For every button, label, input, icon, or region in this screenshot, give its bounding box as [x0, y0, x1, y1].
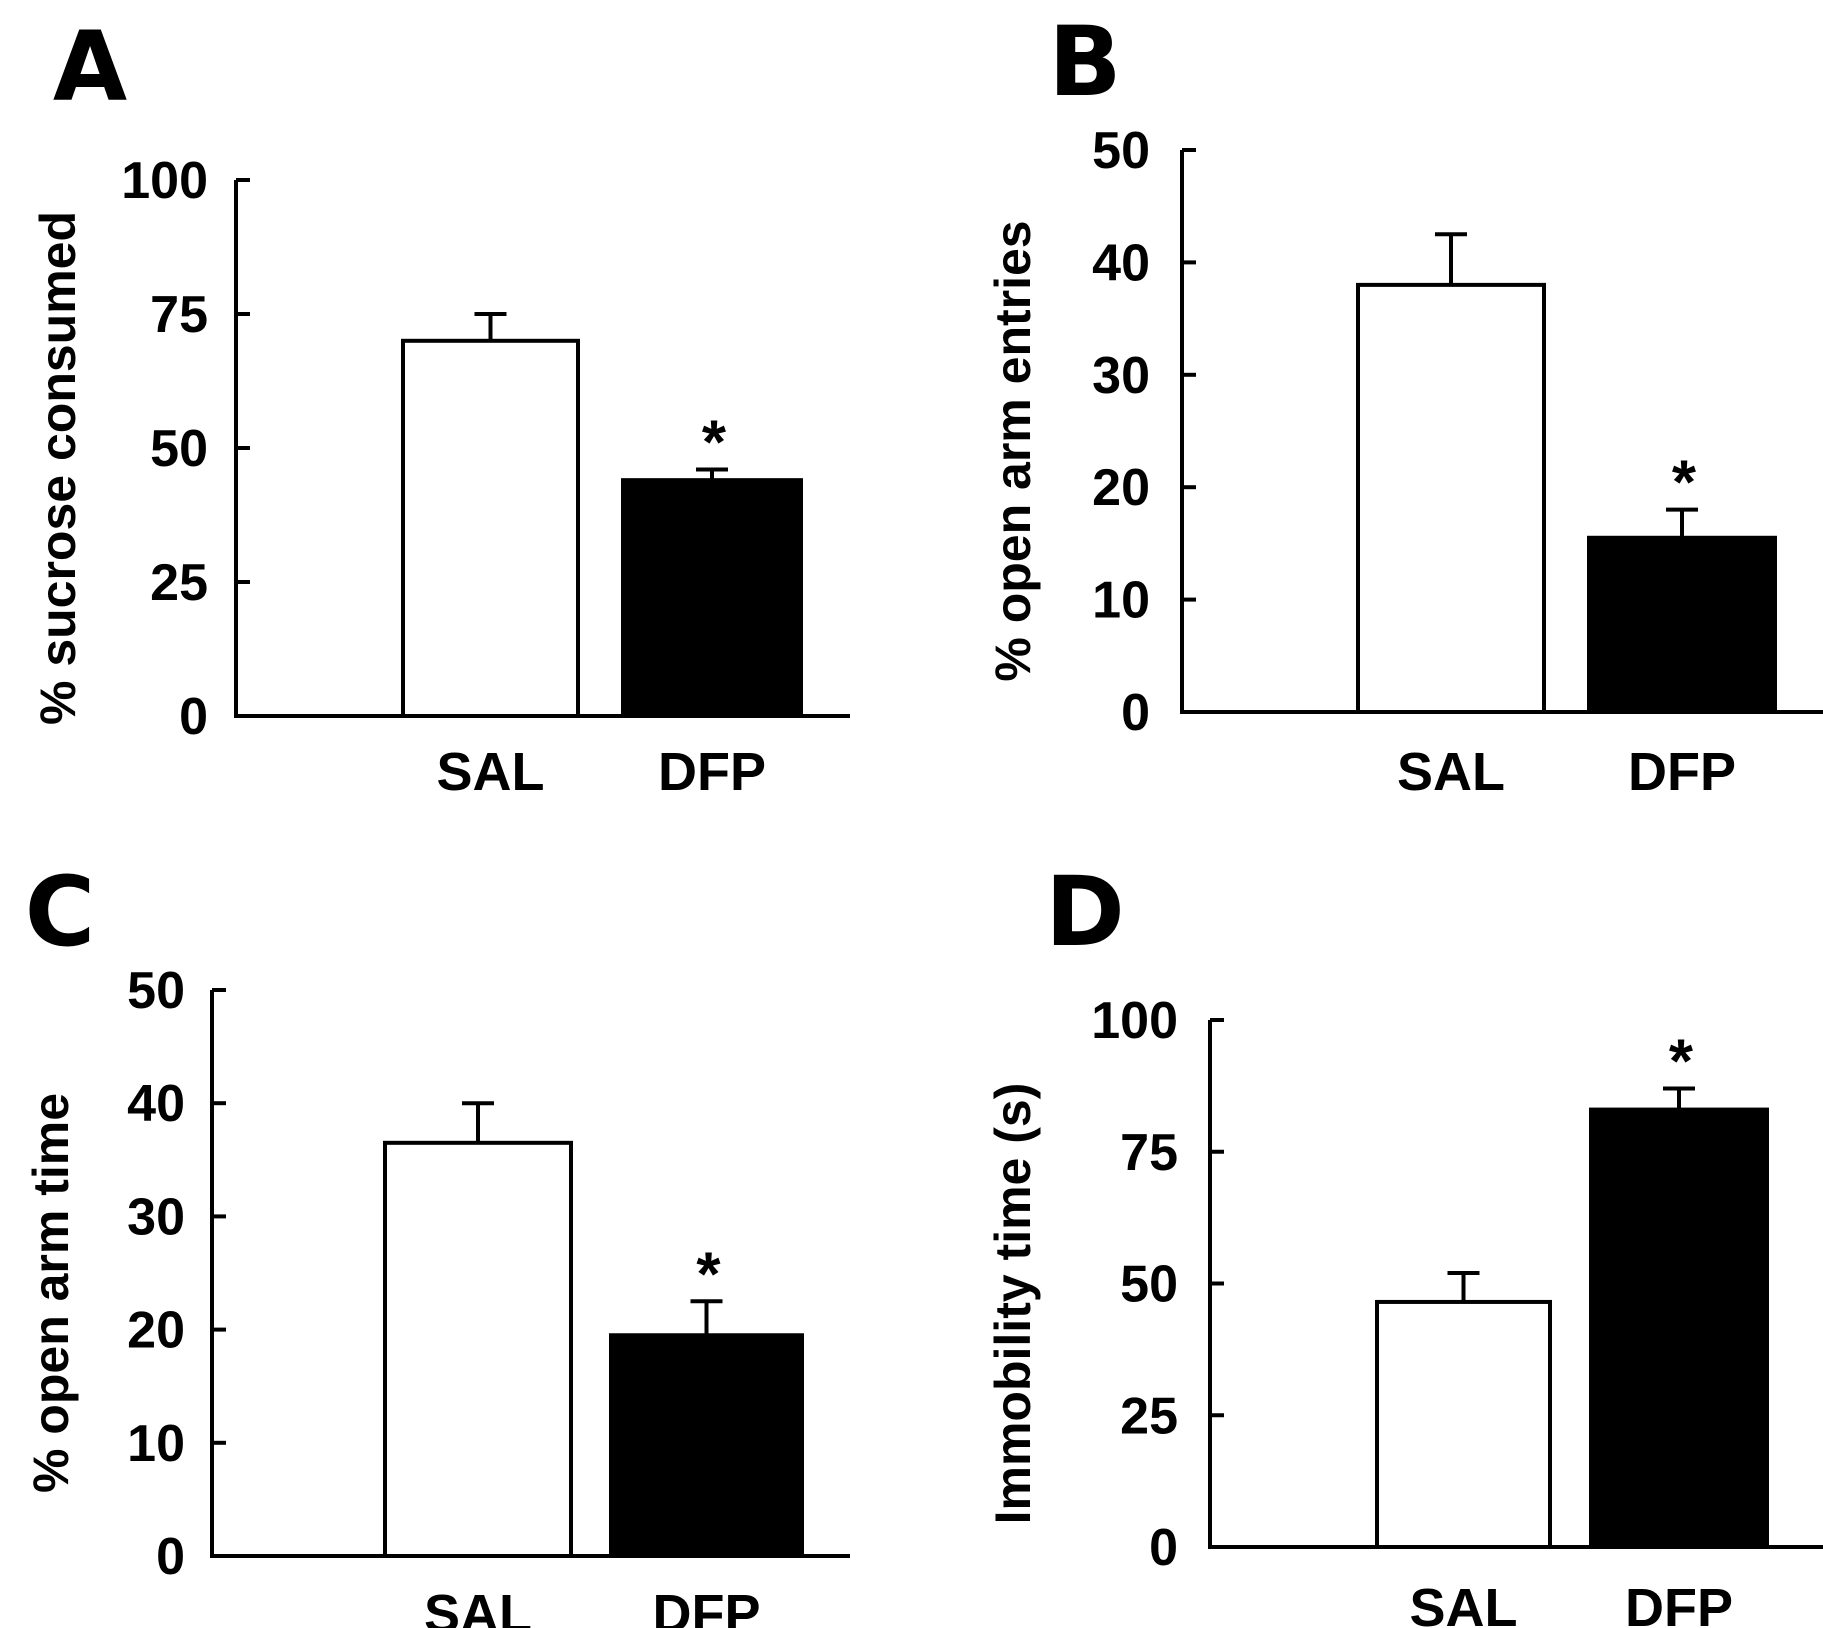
panel-a-letter: A [53, 11, 127, 123]
panel-b-category-label-dfp: DFP [1628, 742, 1736, 802]
panel-b-y-tick-label: 40 [1092, 234, 1150, 292]
panel-b-significance-dfp: * [1672, 449, 1697, 518]
panel-d-y-tick-label: 50 [1120, 1256, 1178, 1314]
panel-d-category-label-sal: SAL [1410, 1578, 1518, 1628]
panel-c-bar-dfp [609, 1333, 804, 1559]
panel-b-y-tick-label: 10 [1092, 572, 1150, 630]
panel-b-y-tick-label: 20 [1092, 459, 1150, 517]
panel-c-y-tick-label: 20 [127, 1302, 185, 1360]
panel-b-y-tick-label: 50 [1092, 122, 1150, 180]
panel-b-y-tick-label: 30 [1092, 347, 1150, 405]
panel-a-bar-dfp [621, 478, 803, 718]
panel-a-y-tick-label: 100 [121, 152, 208, 210]
panel-b-y-axis-label: % open arm entries [985, 220, 1041, 681]
panel-d-letter: D [1045, 856, 1125, 968]
panel-a-category-label-sal: SAL [437, 742, 545, 802]
panel-c-category-label-dfp: DFP [653, 1584, 761, 1628]
panel-c-bar-sal [383, 1140, 573, 1558]
panel-a-y-tick-label: 75 [150, 286, 208, 344]
panel-c-y-tick-label: 0 [156, 1528, 185, 1586]
panel-b-category-label-sal: SAL [1397, 742, 1505, 802]
panel-d-significance-dfp: * [1669, 1028, 1694, 1097]
panel-c-category-label-sal: SAL [424, 1584, 532, 1628]
panel-d-bar-dfp [1589, 1107, 1769, 1549]
panel-b: B 0 10 20 30 40 50 % open arm entries SAL * DFP [985, 6, 1823, 802]
panel-a-category-label-dfp: DFP [658, 742, 766, 802]
panel-c-significance-dfp: * [696, 1240, 721, 1309]
panel-a-y-axis-label: % sucrose consumed [30, 211, 86, 725]
panel-d-category-label-dfp: DFP [1625, 1578, 1733, 1628]
panel-b-bar-sal [1356, 282, 1546, 714]
panel-c-letter: C [25, 856, 95, 968]
panel-a-y-tick-label: 25 [150, 554, 208, 612]
panel-a-y-tick-label: 0 [179, 688, 208, 746]
panel-c-y-tick-label: 40 [127, 1075, 185, 1133]
panel-c: C 0 10 20 30 40 50 % open arm time SAL * DFP [23, 856, 850, 1628]
panel-b-letter: B [1048, 6, 1121, 118]
panel-a-bar-sal [401, 338, 580, 718]
panel-b-bar-dfp [1587, 535, 1777, 715]
panel-d-y-tick-label: 75 [1120, 1124, 1178, 1182]
panel-a-y-tick-label: 50 [150, 420, 208, 478]
panel-d-y-axis-label: Immobility time (s) [985, 1083, 1041, 1525]
panel-c-y-tick-label: 50 [127, 962, 185, 1020]
panel-c-y-tick-label: 10 [127, 1415, 185, 1473]
panel-c-y-axis-label: % open arm time [23, 1093, 79, 1493]
panel-c-y-tick-label: 30 [127, 1188, 185, 1246]
panel-d: D 0 25 50 75 100 Immobility time (s) SAL * DFP [985, 856, 1823, 1628]
panel-d-y-tick-label: 25 [1120, 1387, 1178, 1445]
panel-d-y-tick-label: 0 [1149, 1519, 1178, 1577]
panel-d-bar-sal [1375, 1299, 1552, 1549]
panel-b-y-tick-label: 0 [1121, 684, 1150, 742]
panel-a: A 0 25 50 75 100 % sucrose consumed SAL * DFP [30, 11, 850, 802]
panel-a-significance-dfp: * [702, 408, 727, 477]
panel-d-y-tick-label: 100 [1091, 992, 1178, 1050]
